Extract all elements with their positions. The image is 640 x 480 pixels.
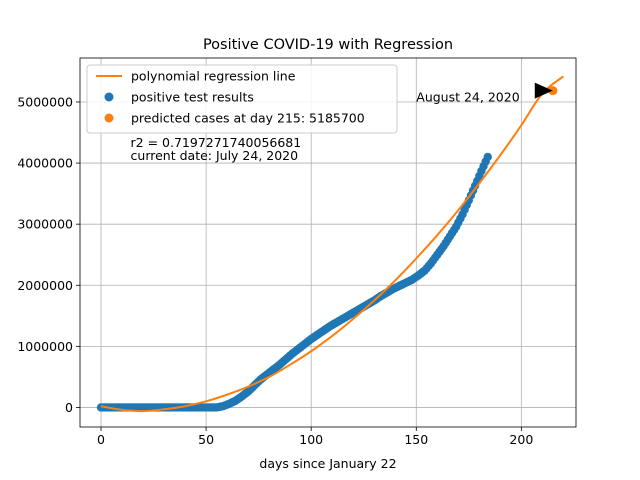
annotation-r2: r2 = 0.7197271740056681 [131, 135, 302, 150]
chart-title: Positive COVID-19 with Regression [203, 37, 453, 53]
legend-box [86, 64, 398, 134]
x-tick-label: 100 [299, 432, 323, 447]
y-tick-label: 3000000 [17, 217, 73, 232]
predicted-point [548, 86, 558, 96]
y-tick-label: 2000000 [17, 278, 73, 293]
y-tick-label: 4000000 [17, 156, 73, 171]
annotation-date: August 24, 2020 [416, 89, 519, 104]
legend-label: predicted cases at day 215: 5185700 [131, 111, 365, 126]
y-tick-label: 5000000 [17, 94, 73, 109]
legend-swatch-point [104, 113, 114, 123]
legend-label: polynomial regression line [131, 69, 296, 84]
plot-area: 0 50 100 150 200 0 1000000 2000000 3000000 400000… [17, 57, 577, 447]
axes-frame [79, 57, 577, 428]
legend-swatch-scatter [104, 92, 114, 102]
regression-line [100, 75, 565, 413]
annotation-current-date: current date: July 24, 2020 [131, 148, 299, 163]
annotation-arrow [534, 82, 553, 99]
y-tick-label: 1000000 [17, 339, 73, 354]
x-tick-label: 200 [509, 432, 533, 447]
x-tick-label: 150 [404, 432, 428, 447]
data-point [483, 152, 492, 162]
legend-label: positive test results [131, 90, 254, 105]
legend: polynomial regression line positive test … [86, 64, 398, 134]
x-axis-label: days since January 22 [259, 456, 396, 471]
y-tick-label: 0 [65, 400, 73, 415]
x-tick-label: 50 [198, 432, 214, 447]
x-tick-label: 0 [97, 432, 105, 447]
